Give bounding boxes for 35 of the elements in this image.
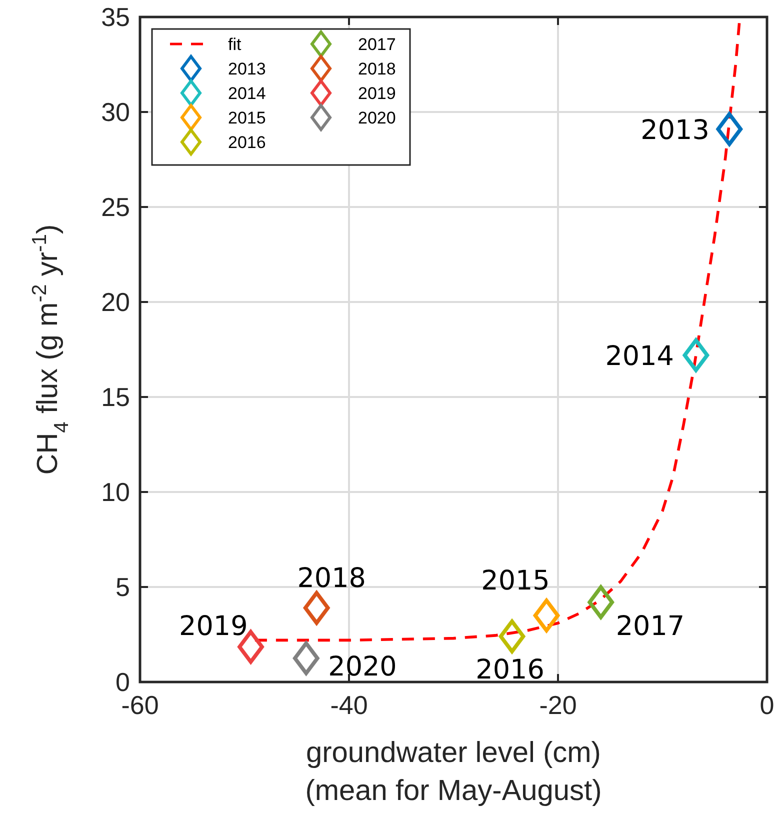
legend-label: 2016 [228,133,266,152]
annotation: 2014 [605,341,674,372]
annotation: 2018 [297,562,366,594]
point [682,338,710,372]
x-tick-label: 0 [760,690,774,720]
legend-label: 2017 [358,35,396,54]
point [498,620,526,654]
y-tick-label: 5 [116,572,130,602]
legend-label: 2020 [358,108,396,128]
y-tick-label: 35 [101,2,130,32]
x-tick-label: -40 [330,690,368,720]
y-tick-label: 25 [101,192,130,222]
x-axis-title: groundwater level (cm) (mean for May-August) [305,737,602,807]
point [716,112,743,146]
point [293,641,320,676]
annotation: 2020 [328,651,397,682]
y-tick-label: 30 [101,97,130,127]
y-tick-label: 10 [101,477,130,507]
point [588,585,614,620]
legend-label: fit [228,35,242,54]
annotation: 2013 [640,115,710,146]
point [303,591,330,625]
legend-label: 2013 [228,60,266,78]
y-tick-label: 15 [101,382,130,412]
annotation: 2017 [616,611,685,642]
legend-label: 2018 [358,60,396,78]
legend-label: 2019 [358,84,396,103]
annotation: 2015 [481,566,550,596]
y-tick-label: 20 [101,287,130,317]
legend-label: 2015 [228,108,266,128]
annotation: 2019 [179,610,248,642]
x-tick-label: -20 [539,690,577,720]
annotation: 2016 [476,654,544,686]
point [533,598,560,632]
legend-label: 2014 [228,84,266,103]
